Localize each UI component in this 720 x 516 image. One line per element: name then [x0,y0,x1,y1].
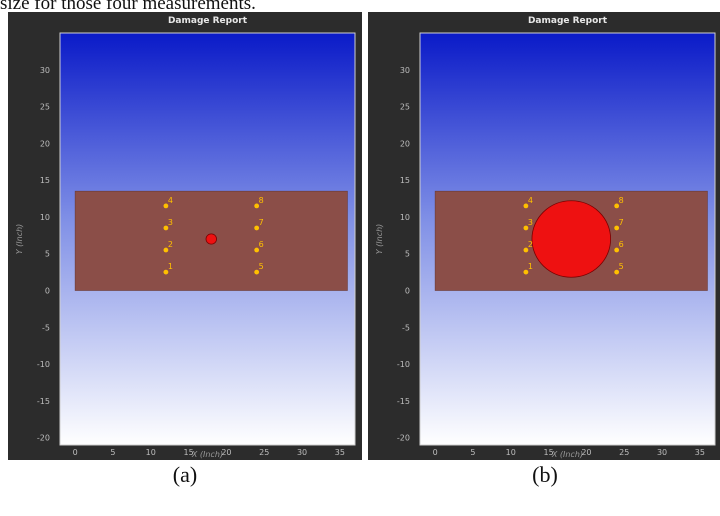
sensor-label-5: 5 [259,262,264,271]
sensor-point-8 [254,203,260,209]
y-axis-label: Y (Inch) [15,224,24,255]
y-tick-label: -5 [42,323,50,332]
sensor-point-8 [614,203,620,209]
damage-report-chart-a: Damage Report 1 2 3 4 5 6 7 8 0 5 10 15 20 25 30 35 -20 -1… [15,16,356,459]
damage-report-chart-b: Damage Report 1 2 3 4 5 6 7 8 0 5 10 15 20 25 30 35 -20 -1… [375,16,716,459]
sensor-point-2 [523,247,529,253]
x-tick-label: 0 [433,448,438,457]
x-tick-label: 30 [657,448,667,457]
y-tick-label: 15 [400,176,410,185]
damage-report-panel-a: Damage Report 1 2 3 4 5 6 7 8 0 5 10 15 20 25 30 35 -20 -1… [8,12,362,460]
y-tick-label: 20 [400,139,410,148]
y-tick-label: 10 [40,213,50,222]
sensor-label-8: 8 [619,196,624,205]
x-tick-label: 35 [695,448,705,457]
sensor-point-3 [163,225,169,231]
x-tick-label: 15 [183,448,193,457]
sensor-label-3: 3 [168,218,173,227]
sensor-label-4: 4 [528,196,533,205]
sensor-label-1: 1 [528,262,533,271]
sensor-label-5: 5 [619,262,624,271]
y-tick-label: 0 [45,287,50,296]
x-tick-label: 30 [297,448,307,457]
x-tick-label: 5 [470,448,475,457]
sensor-point-2 [163,247,169,253]
caption-b: (b) [532,462,558,487]
y-tick-label: 5 [45,250,50,259]
sensor-label-4: 4 [168,196,173,205]
header-text: size for those four measurements. [0,0,256,14]
damage-region [531,200,612,278]
x-tick-label: 0 [73,448,78,457]
caption-a: (a) [172,462,198,487]
sensor-point-5 [614,269,620,275]
y-tick-label: -10 [397,360,410,369]
sensor-label-3: 3 [528,218,533,227]
sensor-label-6: 6 [619,240,624,249]
sensor-point-1 [163,269,169,275]
sensor-point-5 [254,269,260,275]
y-tick-label: 0 [405,287,410,296]
chart-title: Damage Report [168,16,248,26]
y-tick-label: -20 [37,434,50,443]
y-tick-label: -15 [37,397,50,406]
sensor-label-2: 2 [168,240,173,249]
y-tick-label: -5 [402,323,410,332]
sensor-point-1 [523,269,529,275]
sensor-label-7: 7 [619,218,624,227]
x-tick-label: 10 [146,448,156,457]
y-tick-label: -20 [397,434,410,443]
y-tick-label: 15 [40,176,50,185]
sensor-point-3 [523,225,529,231]
y-axis-label: Y (Inch) [375,224,384,255]
y-tick-label: 25 [400,103,410,112]
chart-title: Damage Report [528,16,608,26]
sensor-label-6: 6 [259,240,264,249]
sensor-label-1: 1 [168,262,173,271]
x-tick-label: 25 [259,448,269,457]
sensor-label-2: 2 [528,240,533,249]
damage-report-panel-b: Damage Report 1 2 3 4 5 6 7 8 0 5 10 15 20 25 30 35 -20 -1… [368,12,720,460]
sensor-point-4 [163,203,169,209]
x-tick-label: 25 [619,448,629,457]
sensor-label-8: 8 [259,196,264,205]
y-tick-label: 30 [400,66,410,75]
y-tick-label: 20 [40,139,50,148]
sensor-point-6 [254,247,260,253]
x-axis-label: X (Inch) [191,450,223,459]
y-tick-label: 30 [40,66,50,75]
x-tick-label: 5 [110,448,115,457]
x-tick-label: 15 [543,448,553,457]
sensor-point-7 [614,225,620,231]
x-tick-label: 20 [221,448,231,457]
sensor-label-7: 7 [259,218,264,227]
sensor-point-4 [523,203,529,209]
y-tick-label: -10 [37,360,50,369]
sensor-point-7 [254,225,260,231]
y-tick-label: 5 [405,250,410,259]
sensor-point-6 [614,247,620,253]
x-tick-label: 35 [335,448,345,457]
y-tick-label: 10 [400,213,410,222]
x-axis-label: X (Inch) [551,450,583,459]
x-tick-label: 20 [581,448,591,457]
y-tick-label: 25 [40,103,50,112]
x-tick-label: 10 [506,448,516,457]
damage-region [205,233,217,245]
y-tick-label: -15 [397,397,410,406]
